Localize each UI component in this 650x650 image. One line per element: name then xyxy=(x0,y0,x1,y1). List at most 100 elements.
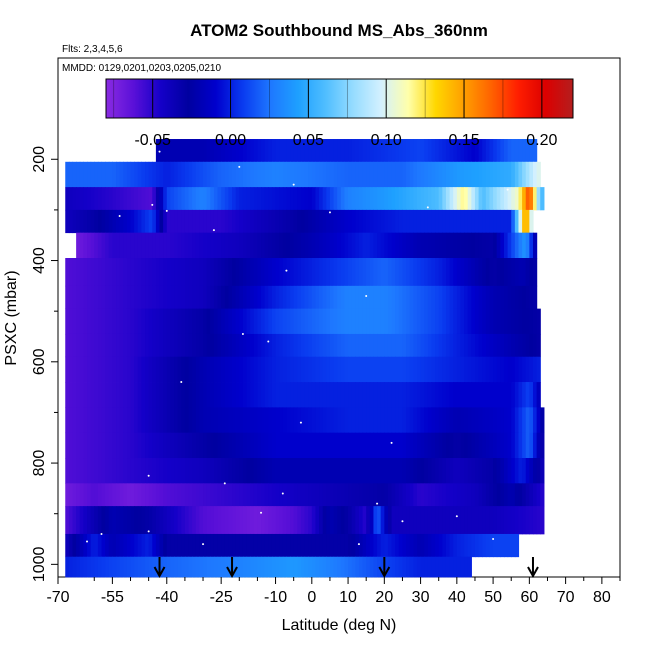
heatmap-cell xyxy=(435,333,440,358)
heatmap-cell xyxy=(79,308,84,335)
heatmap-cell xyxy=(275,308,280,335)
heatmap-cell xyxy=(123,432,128,459)
heatmap-cell xyxy=(108,407,113,434)
heatmap-cell xyxy=(177,458,182,484)
heatmap-cell xyxy=(380,209,385,234)
heatmap-cell xyxy=(387,187,393,211)
heatmap-cell xyxy=(112,258,117,287)
heatmap-cell xyxy=(384,232,389,259)
heatmap-cell xyxy=(532,483,538,507)
heatmap-cell xyxy=(311,506,317,535)
heatmap-cell xyxy=(471,139,476,163)
heatmap-cell xyxy=(257,333,262,358)
heatmap-cell xyxy=(438,458,443,484)
heatmap-cell xyxy=(279,209,284,234)
heatmap-cell xyxy=(478,308,483,335)
heatmap-cell xyxy=(453,285,458,310)
heatmap-cell xyxy=(489,483,494,507)
heatmap-cell xyxy=(507,407,512,434)
heatmap-cell xyxy=(293,285,298,310)
heatmap-cell xyxy=(239,407,244,434)
heatmap-cell xyxy=(203,308,208,335)
heatmap-cell xyxy=(123,506,128,535)
heatmap-cell xyxy=(511,161,516,188)
heatmap-cell xyxy=(358,187,364,211)
heatmap-cell xyxy=(532,382,538,408)
heatmap-cell xyxy=(105,285,110,310)
heatmap-cell xyxy=(366,356,371,383)
heatmap-cell xyxy=(398,432,404,459)
heatmap-cell xyxy=(177,285,182,310)
heatmap-cell xyxy=(373,258,378,287)
heatmap-cell xyxy=(377,308,382,335)
heatmap-cell xyxy=(344,139,349,163)
heatmap-cell xyxy=(406,187,411,211)
heatmap-cell xyxy=(264,209,269,234)
heatmap-cell xyxy=(300,232,306,259)
heatmap-cell xyxy=(409,308,414,335)
heatmap-cell xyxy=(261,407,266,434)
heatmap-cell xyxy=(362,506,367,535)
heatmap-cell xyxy=(311,285,317,310)
heatmap-cell xyxy=(402,432,407,459)
heatmap-cell xyxy=(518,458,523,484)
heatmap-cell xyxy=(467,232,472,259)
heatmap-cell xyxy=(119,432,124,459)
heatmap-cell xyxy=(145,533,150,558)
heatmap-cell xyxy=(159,432,164,459)
heatmap-cell xyxy=(308,209,313,234)
heatmap-cell xyxy=(203,533,208,558)
heatmap-cell xyxy=(286,209,291,234)
heatmap-cell xyxy=(141,506,146,535)
heatmap-cell xyxy=(435,209,440,234)
heatmap-cell xyxy=(297,356,302,383)
heatmap-cell xyxy=(366,382,371,408)
heatmap-cell xyxy=(529,232,534,259)
heatmap-cell xyxy=(213,258,219,287)
heatmap-cell xyxy=(460,483,465,507)
heatmap-cell xyxy=(105,209,110,234)
heatmap-cell xyxy=(181,232,186,259)
heatmap-cell xyxy=(166,533,171,558)
heatmap-cell xyxy=(199,533,204,558)
heatmap-cell xyxy=(141,356,146,383)
heatmap-cell xyxy=(402,356,407,383)
heatmap-cell xyxy=(250,209,255,234)
heatmap-cell xyxy=(250,308,255,335)
heatmap-cell xyxy=(387,407,393,434)
heatmap-cell xyxy=(326,483,331,507)
heatmap-cell xyxy=(478,187,483,211)
heatmap-cell xyxy=(282,356,288,383)
heatmap-cell xyxy=(366,556,371,578)
heatmap-cell xyxy=(141,483,146,507)
heatmap-cell xyxy=(387,356,393,383)
heatmap-cell xyxy=(242,533,248,558)
sample-point xyxy=(455,515,458,518)
heatmap-cell xyxy=(221,533,226,558)
heatmap-cell xyxy=(159,333,164,358)
y-tick-label: 1000 xyxy=(31,546,48,582)
heatmap-cell xyxy=(355,356,360,383)
latitude-arrows xyxy=(153,557,539,579)
sample-point xyxy=(151,203,154,206)
heatmap-cell xyxy=(246,308,251,335)
heatmap-cell xyxy=(65,333,70,358)
heatmap-cell xyxy=(224,161,230,188)
heatmap-cell xyxy=(337,382,342,408)
heatmap-cell xyxy=(326,232,331,259)
heatmap-cell xyxy=(155,458,161,484)
heatmap-cell xyxy=(203,232,208,259)
heatmap-cell xyxy=(471,285,476,310)
heatmap-cell xyxy=(311,382,317,408)
heatmap-cell xyxy=(119,356,124,383)
heatmap-cell xyxy=(304,483,309,507)
heatmap-cell xyxy=(199,258,204,287)
heatmap-cell xyxy=(358,209,364,234)
heatmap-cell xyxy=(435,432,440,459)
heatmap-cell xyxy=(290,432,295,459)
heatmap-cell xyxy=(137,232,142,259)
heatmap-cell xyxy=(518,333,523,358)
heatmap-cell xyxy=(126,356,132,383)
heatmap-cell xyxy=(203,506,208,535)
heatmap-cell xyxy=(507,506,512,535)
